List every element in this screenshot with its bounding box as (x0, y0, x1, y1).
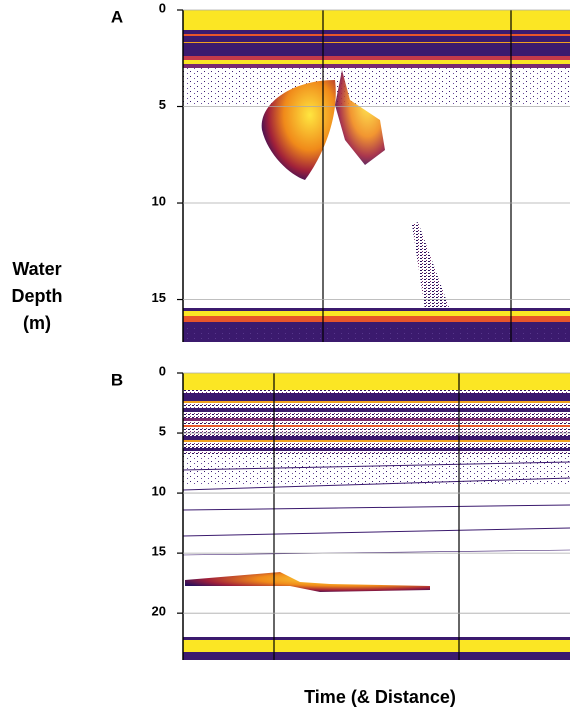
echogram-a (182, 10, 570, 342)
y-axis-label: Depth (12, 286, 63, 306)
y-axis-label: Water (12, 259, 61, 279)
y-tick-label: 15 (152, 544, 166, 559)
y-tick-label: 0 (159, 363, 166, 378)
y-tick-label: 5 (159, 423, 166, 438)
panel-label: A (111, 7, 123, 26)
y-tick-label: 5 (159, 97, 166, 112)
y-tick-label: 10 (152, 193, 166, 208)
echogram-b (182, 373, 570, 660)
y-tick-label: 0 (159, 0, 166, 15)
y-tick-label: 20 (152, 604, 166, 619)
x-axis-label: Time (& Distance) (304, 687, 456, 707)
panel-label: B (111, 370, 123, 389)
y-axis-label: (m) (23, 313, 51, 333)
y-tick-label: 10 (152, 484, 166, 499)
y-tick-label: 15 (152, 290, 166, 305)
